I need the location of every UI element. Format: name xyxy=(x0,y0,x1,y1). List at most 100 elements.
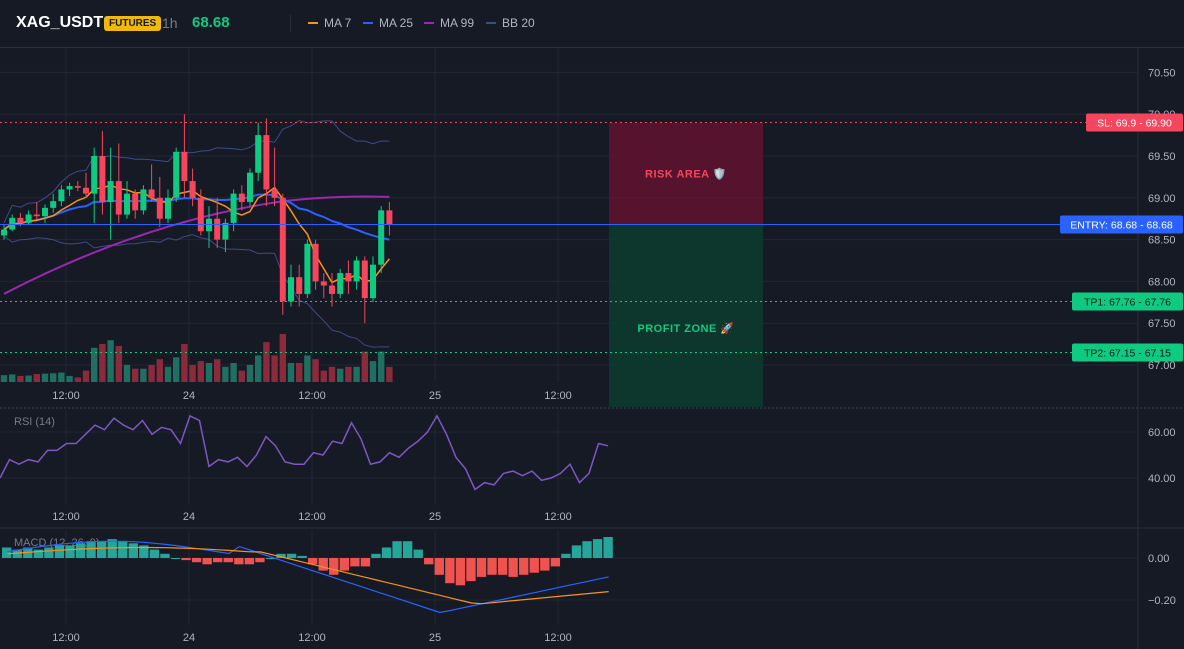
symbol-name[interactable]: XAG_USDT xyxy=(16,14,104,31)
macd-histogram-bar xyxy=(308,558,318,565)
macd-histogram-bar xyxy=(33,549,44,558)
candle-body xyxy=(17,217,24,223)
candle-body xyxy=(173,151,180,198)
volume-bar xyxy=(271,355,278,382)
macd-histogram-bar xyxy=(2,547,12,558)
volume-bar xyxy=(328,366,336,382)
macd-histogram-bar xyxy=(571,545,582,558)
bb-lower-line xyxy=(3,234,390,348)
macd-tick-label: 0.00 xyxy=(1148,553,1169,565)
macd-histogram-bar xyxy=(466,558,476,582)
legend-ma99-label: MA 99 xyxy=(440,16,475,30)
macd-histogram-bar xyxy=(170,558,181,559)
macd-histogram-bar xyxy=(360,558,371,567)
macd-histogram-bar xyxy=(202,558,212,565)
time-tick-label: 12:00 xyxy=(52,632,80,644)
chart-header: XAG_USDT FUTURES 1h 68.68 MA 7 MA 25 MA … xyxy=(0,0,1184,48)
legend-ma25-label: MA 25 xyxy=(379,16,414,30)
risk-area-label: RISK AREA 🛡️ xyxy=(645,168,727,181)
macd-histogram-bar xyxy=(529,558,539,573)
rsi-tick-label: 60.00 xyxy=(1148,427,1176,439)
signal-line xyxy=(7,546,609,605)
volume-bar xyxy=(369,361,377,382)
candle-body xyxy=(255,135,262,173)
volume-bar xyxy=(115,345,122,382)
time-tick-label: 24 xyxy=(183,390,195,402)
volume-bar xyxy=(205,363,213,382)
volume-bar xyxy=(82,370,90,382)
candle-body xyxy=(238,193,245,202)
volume-bar xyxy=(238,370,245,382)
volume-bar xyxy=(140,368,147,382)
volume-bar xyxy=(345,366,352,382)
macd-histogram-bar xyxy=(223,558,233,563)
volume-bar xyxy=(353,366,360,382)
volume-bar xyxy=(378,351,385,382)
legend-ma99[interactable]: MA 99 xyxy=(424,16,474,30)
time-tick-label: 12:00 xyxy=(298,511,326,523)
volume-bar xyxy=(156,359,163,382)
legend-bb20-label: BB 20 xyxy=(502,16,535,30)
legend-ma25[interactable]: MA 25 xyxy=(363,16,413,30)
rsi-pane[interactable]: RSI (14) 60.00 40.00 12:00 24 12:00 25 12:00 xyxy=(0,414,1176,523)
time-tick-label: 24 xyxy=(183,511,195,523)
sl-tag[interactable] xyxy=(1086,113,1183,132)
volume-bar xyxy=(361,351,368,382)
macd-histogram-bar xyxy=(160,553,170,558)
candle-body xyxy=(50,201,57,208)
volume-bar xyxy=(279,334,286,382)
macd-histogram-bar xyxy=(107,539,117,558)
macd-histogram-bar xyxy=(339,558,350,571)
macd-histogram-bar xyxy=(318,558,328,571)
macd-histogram-bar xyxy=(44,547,54,558)
entry-tag[interactable] xyxy=(1060,215,1183,234)
macd-histogram-bar xyxy=(561,553,571,558)
macd-histogram-bar xyxy=(519,558,529,575)
candle-body xyxy=(58,189,65,202)
candle-body xyxy=(189,181,196,198)
time-tick-label: 12:00 xyxy=(544,511,572,523)
legend-ma7[interactable]: MA 7 xyxy=(308,16,351,30)
volume-bar xyxy=(123,364,131,382)
macd-histogram-bar xyxy=(234,558,244,565)
candle-body xyxy=(230,193,237,223)
volume-bar xyxy=(337,368,344,382)
tp2-tag[interactable] xyxy=(1072,343,1183,362)
trade-zones: RISK AREA 🛡️ PROFIT ZONE 🚀 xyxy=(609,122,763,407)
tp1-tag[interactable] xyxy=(1072,292,1183,311)
macd-tick-label: −0.20 xyxy=(1148,595,1176,607)
volume-bar xyxy=(189,364,196,382)
volume-bar xyxy=(312,359,319,382)
volume-bar xyxy=(296,363,303,382)
legend-bb20[interactable]: BB 20 xyxy=(486,16,535,30)
entry-tag-label: ENTRY: 68.68 - 68.68 xyxy=(1070,220,1173,232)
bb20-line-icon xyxy=(486,22,496,24)
volume-bar xyxy=(148,364,155,382)
macd-histogram-bar xyxy=(445,558,455,584)
candle-body xyxy=(9,217,16,230)
macd-histogram-bar xyxy=(392,541,402,558)
moving-averages xyxy=(3,184,390,295)
macd-line xyxy=(7,540,609,614)
macd-histogram-bar xyxy=(497,558,508,575)
macd-histogram-bar xyxy=(96,541,107,558)
volume-bar xyxy=(17,375,24,382)
volume-bar xyxy=(66,375,73,382)
macd-histogram-bar xyxy=(181,558,191,561)
volume-bar xyxy=(9,374,16,382)
volume-bar xyxy=(91,347,98,382)
header-divider xyxy=(290,15,291,32)
last-price: 68.68 xyxy=(192,14,230,31)
macd-histogram-bar xyxy=(592,539,603,558)
time-tick-label: 25 xyxy=(429,632,441,644)
volume-bar xyxy=(222,366,229,382)
price-levels xyxy=(0,122,1138,353)
timeframe-label[interactable]: 1h xyxy=(162,15,178,31)
ma25-line-icon xyxy=(363,22,373,24)
macd-histogram-bar xyxy=(244,558,255,565)
macd-histogram-bar xyxy=(550,558,561,567)
macd-histogram-bar xyxy=(476,558,487,577)
volume-bar xyxy=(74,377,81,382)
